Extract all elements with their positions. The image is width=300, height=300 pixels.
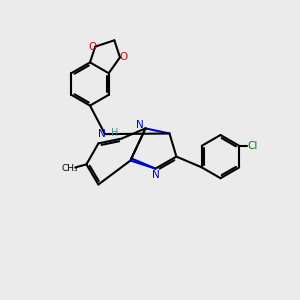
Text: H: H (111, 128, 118, 138)
Text: N: N (136, 120, 144, 130)
Text: Cl: Cl (247, 141, 258, 151)
Text: O: O (89, 42, 97, 52)
Text: CH₃: CH₃ (61, 164, 78, 173)
Text: N: N (98, 129, 105, 139)
Text: O: O (119, 52, 128, 62)
Text: N: N (152, 170, 160, 180)
